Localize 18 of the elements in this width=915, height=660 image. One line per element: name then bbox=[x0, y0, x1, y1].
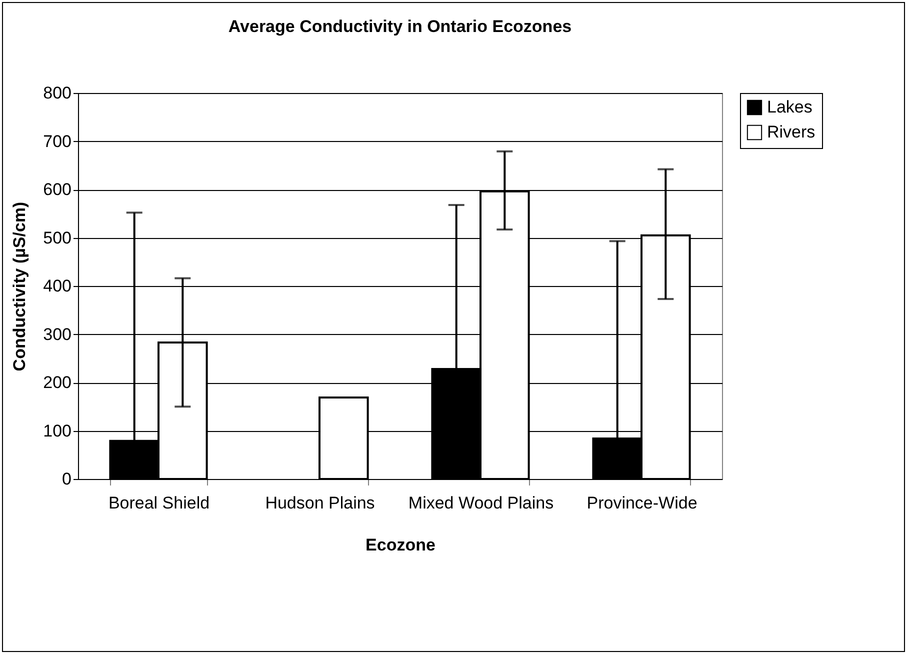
x-tick-label: Boreal Shield bbox=[108, 494, 210, 512]
x-tick-label: Hudson Plains bbox=[265, 494, 375, 512]
y-tick-label: 800 bbox=[43, 84, 72, 102]
y-tick-label: 100 bbox=[43, 421, 72, 440]
y-tick-label: 200 bbox=[43, 373, 72, 392]
y-tick-label: 300 bbox=[43, 324, 72, 344]
y-tick-label: 500 bbox=[43, 228, 72, 248]
y-tick-label: 600 bbox=[43, 180, 72, 199]
legend-label: Lakes bbox=[767, 98, 812, 116]
y-tick-label: 700 bbox=[43, 132, 72, 151]
chart-title: Average Conductivity in Ontario Ecozones bbox=[228, 17, 572, 36]
x-tick-label: Mixed Wood Plains bbox=[408, 494, 554, 512]
x-tick-label: Province-Wide bbox=[586, 494, 698, 512]
y-axis-title: Conductivity (µS/cm) bbox=[10, 202, 30, 372]
x-axis-title: Ecozone bbox=[366, 536, 436, 554]
legend-label: Rivers bbox=[767, 122, 816, 142]
y-tick-label: 0 bbox=[62, 470, 72, 488]
y-tick-label: 400 bbox=[43, 276, 72, 296]
